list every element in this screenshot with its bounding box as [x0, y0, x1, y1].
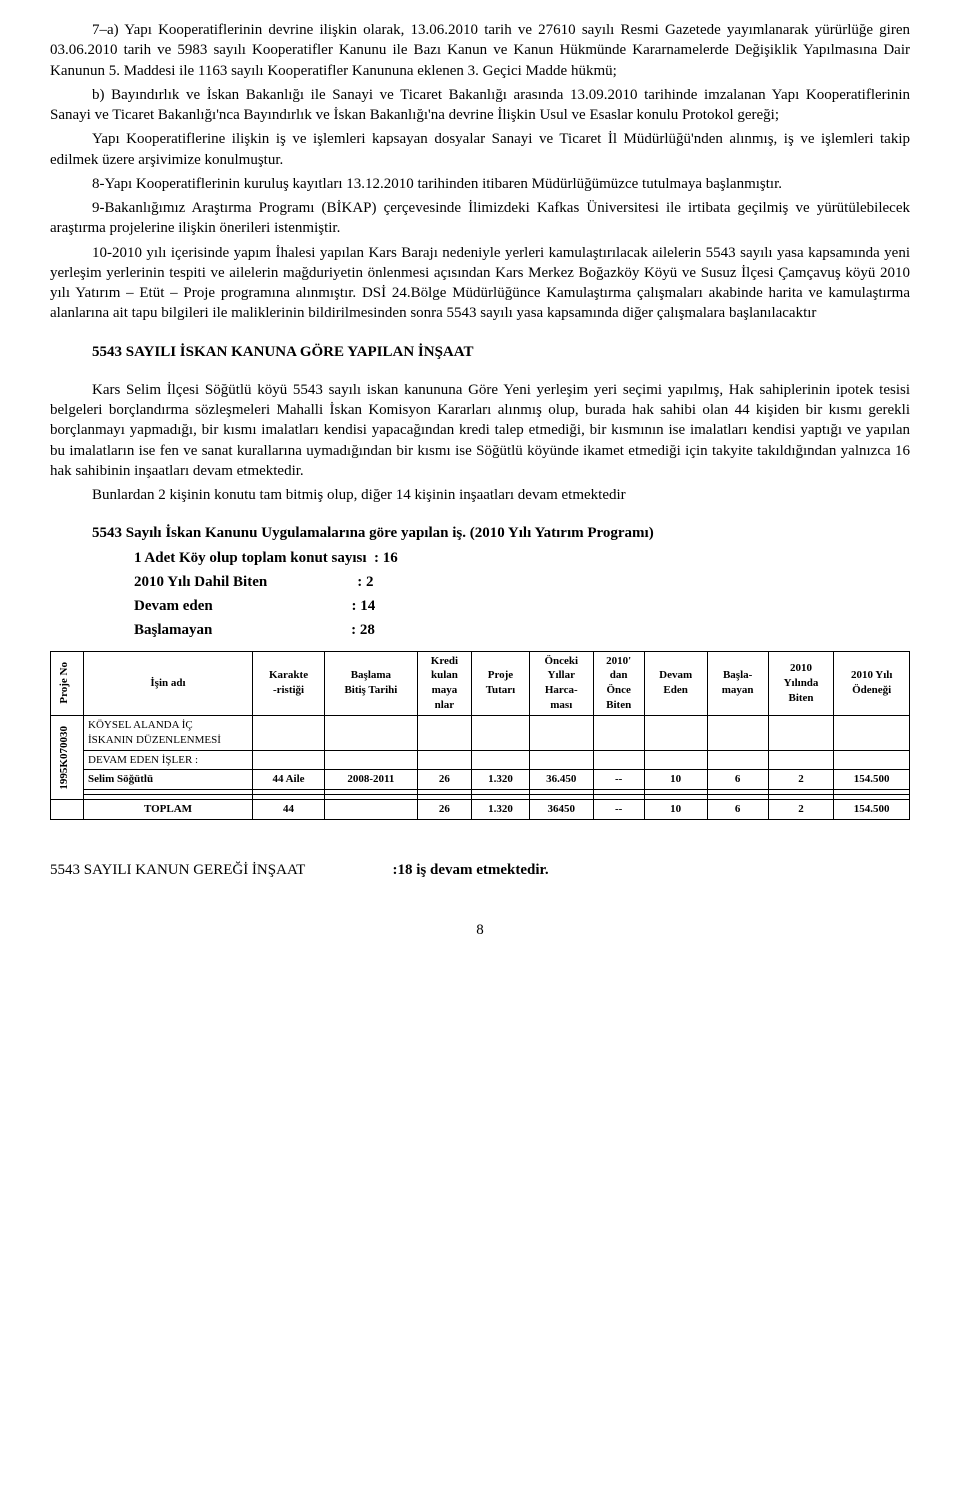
th-onceki: Önceki Yıllar Harca- ması [529, 651, 593, 715]
table-header-row: Proje No İşin adı Karakte -ristiği Başla… [51, 651, 910, 715]
cell: 36.450 [529, 770, 593, 790]
th-baslama: Başlama Bitiş Tarihi [325, 651, 418, 715]
cell: 154.500 [834, 800, 910, 820]
stats-l1: 1 Adet Köy olup toplam konut sayısı : 16 [134, 548, 910, 568]
cell: 26 [417, 800, 471, 820]
para-10: 10-2010 yılı içerisinde yapım İhalesi ya… [50, 243, 910, 324]
cell: -- [593, 770, 644, 790]
cell: 6 [707, 800, 768, 820]
cell: 6 [707, 770, 768, 790]
cell-devam-eden: DEVAM EDEN İŞLER : [84, 750, 253, 770]
cell: -- [593, 800, 644, 820]
cell-koysel: KÖYSEL ALANDA İÇ İSKANIN DÜZENLENMESİ [84, 715, 253, 750]
heading-uygulama: 5543 Sayılı İskan Kanunu Uygulamalarına … [50, 523, 910, 543]
cell: 1.320 [472, 770, 530, 790]
cell [325, 800, 418, 820]
th-karakte: Karakte -ristiği [253, 651, 325, 715]
table-row: 1995K070030 KÖYSEL ALANDA İÇ İSKANIN DÜZ… [51, 715, 910, 750]
para-bunlardan: Bunlardan 2 kişinin konutu tam bitmiş ol… [50, 485, 910, 505]
para-7a: 7–a) Yapı Kooperatiflerinin devrine iliş… [50, 20, 910, 81]
stats-l4: Başlamayan : 28 [134, 620, 910, 640]
cell: 26 [417, 770, 471, 790]
para-8: 8-Yapı Kooperatiflerinin kuruluş kayıtla… [50, 174, 910, 194]
cell: 44 Aile [253, 770, 325, 790]
footer-left: 5543 SAYILI KANUN GEREĞİ İNŞAAT [50, 862, 305, 878]
page-number: 8 [50, 920, 910, 940]
stats-l2: 2010 Yılı Dahil Biten : 2 [134, 572, 910, 592]
para-selim: Kars Selim İlçesi Söğütlü köyü 5543 sayı… [50, 380, 910, 481]
stats-l3: Devam eden : 14 [134, 596, 910, 616]
th-kredi: Kredi kulan maya nlar [417, 651, 471, 715]
project-table: Proje No İşin adı Karakte -ristiği Başla… [50, 651, 910, 821]
cell-toplam: TOPLAM [84, 800, 253, 820]
heading-5543-insaat: 5543 SAYILI İSKAN KANUNA GÖRE YAPILAN İN… [50, 342, 910, 362]
footer-right: :18 iş devam etmektedir. [393, 862, 549, 878]
cell-proje-no: 1995K070030 [55, 720, 74, 796]
th-odenegi: 2010 Yılı Ödeneği [834, 651, 910, 715]
cell: 10 [644, 770, 707, 790]
cell: 2008-2011 [325, 770, 418, 790]
th-baslamayan: Başla- mayan [707, 651, 768, 715]
cell: 44 [253, 800, 325, 820]
table-row: Selim Söğütlü 44 Aile 2008-2011 26 1.320… [51, 770, 910, 790]
cell: 36450 [529, 800, 593, 820]
th-2010-biten: 2010 Yılında Biten [768, 651, 834, 715]
stats-block: 1 Adet Köy olup toplam konut sayısı : 16… [50, 548, 910, 641]
footer-line: 5543 SAYILI KANUN GEREĞİ İNŞAAT :18 iş d… [50, 860, 910, 880]
th-proje-tutari: Proje Tutarı [472, 651, 530, 715]
para-7c: Yapı Kooperatiflerine ilişkin iş ve işle… [50, 129, 910, 170]
table-row-total: TOPLAM 44 26 1.320 36450 -- 10 6 2 154.5… [51, 800, 910, 820]
th-devam: Devam Eden [644, 651, 707, 715]
table-row: DEVAM EDEN İŞLER : [51, 750, 910, 770]
th-isin-adi: İşin adı [84, 651, 253, 715]
th-2010-once: 2010' dan Önce Biten [593, 651, 644, 715]
para-7b: b) Bayındırlık ve İskan Bakanlığı ile Sa… [50, 85, 910, 126]
cell: 2 [768, 770, 834, 790]
cell: 2 [768, 800, 834, 820]
cell: 10 [644, 800, 707, 820]
cell: 154.500 [834, 770, 910, 790]
para-9: 9-Bakanlığımız Araştırma Programı (BİKAP… [50, 198, 910, 239]
cell: 1.320 [472, 800, 530, 820]
th-proje-no: Proje No [55, 656, 74, 710]
cell-selim: Selim Söğütlü [84, 770, 253, 790]
